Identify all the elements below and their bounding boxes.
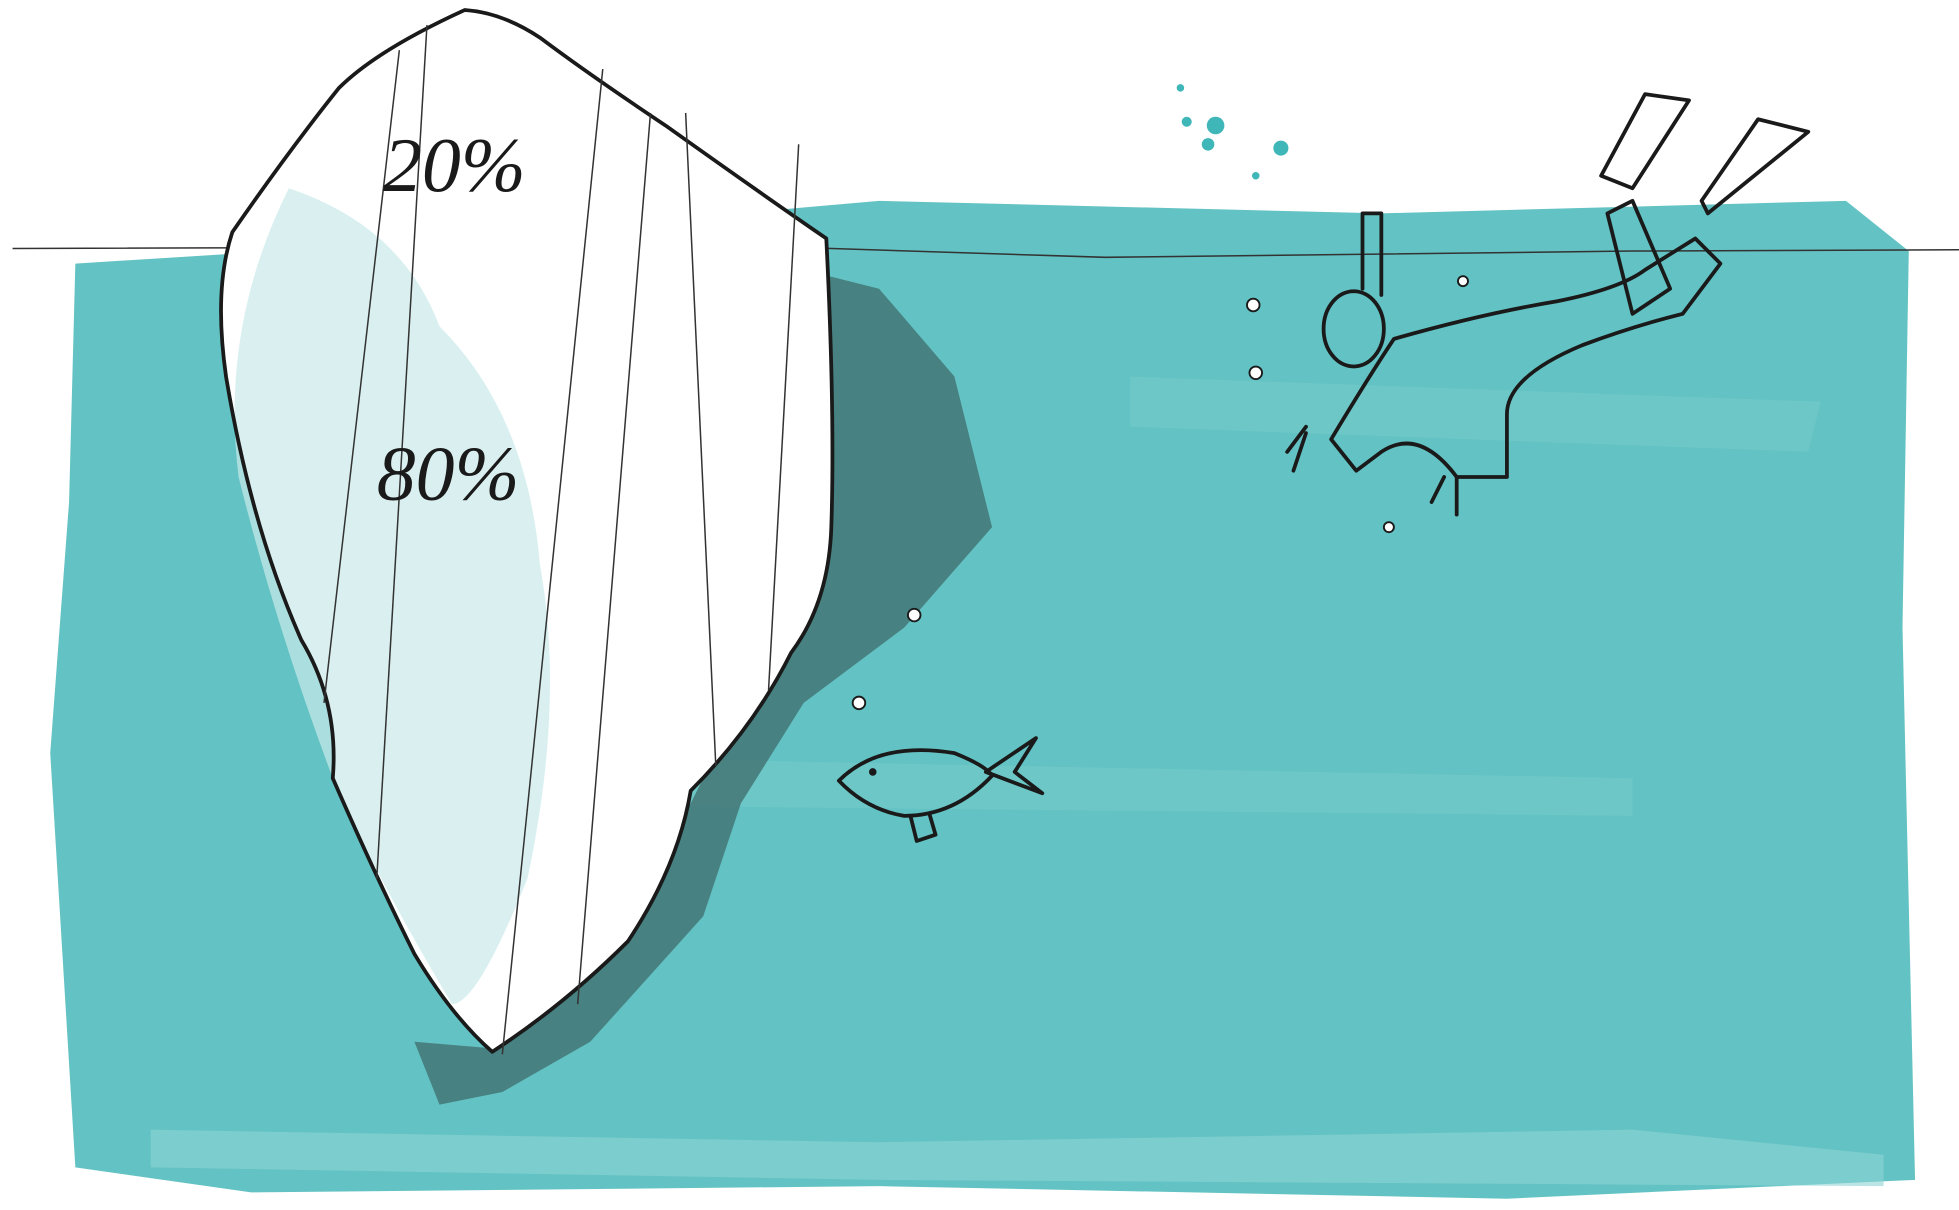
label-below: 80% [377, 431, 520, 517]
label-above: 20% [383, 122, 526, 208]
illustration: 20% 80% [0, 0, 1959, 1210]
page: {"labels": {"above_water": "20%", "below… [0, 0, 1959, 1210]
